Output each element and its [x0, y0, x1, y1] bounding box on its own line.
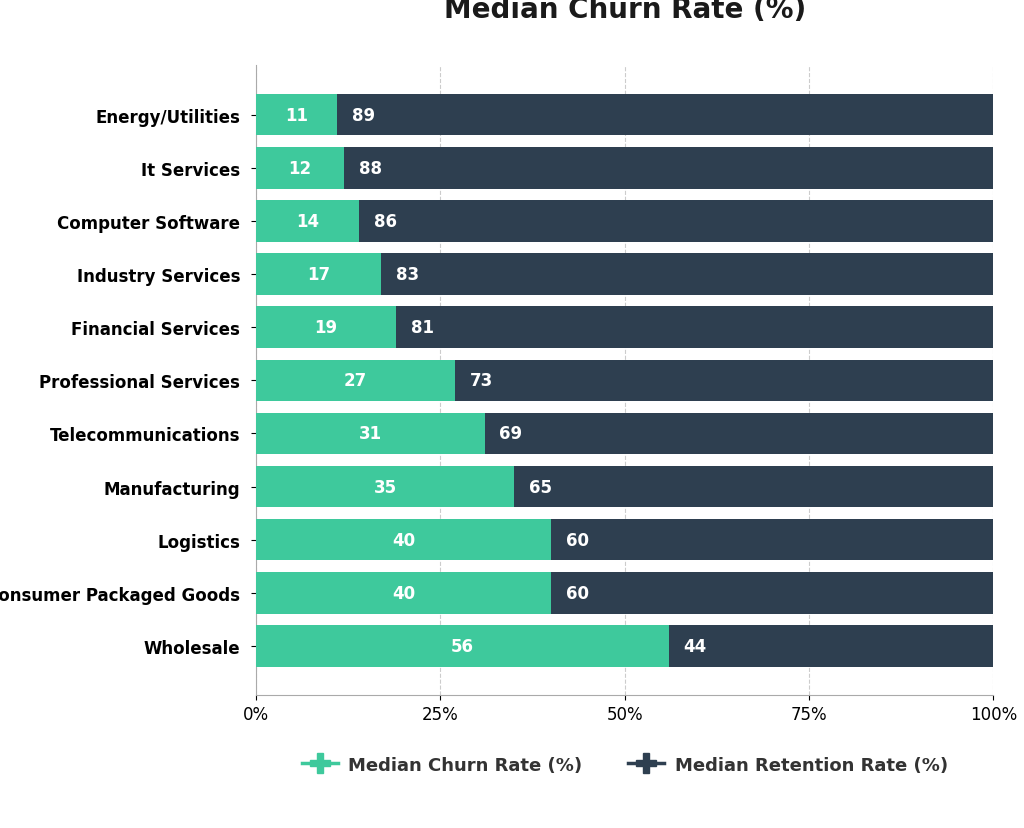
- Text: 40: 40: [392, 585, 415, 602]
- Text: 81: 81: [411, 319, 434, 337]
- Text: 89: 89: [352, 107, 375, 124]
- Bar: [396, 307, 993, 349]
- Bar: [256, 95, 337, 137]
- Text: 69: 69: [500, 425, 522, 443]
- Text: 17: 17: [307, 266, 330, 284]
- Bar: [256, 519, 551, 561]
- Bar: [551, 572, 993, 614]
- Bar: [344, 148, 993, 190]
- Text: 19: 19: [314, 319, 338, 337]
- Title: Median Churn Rate (%): Median Churn Rate (%): [443, 0, 806, 24]
- Bar: [359, 201, 993, 243]
- Text: 14: 14: [296, 213, 319, 231]
- Bar: [256, 148, 344, 190]
- Text: 83: 83: [396, 266, 419, 284]
- Bar: [256, 413, 484, 455]
- Bar: [256, 466, 514, 508]
- Text: 60: 60: [565, 585, 589, 602]
- Bar: [256, 307, 396, 349]
- Bar: [551, 519, 993, 561]
- Text: 56: 56: [451, 638, 474, 655]
- Bar: [256, 360, 455, 402]
- Bar: [256, 254, 381, 296]
- Text: 86: 86: [374, 213, 397, 231]
- Text: 35: 35: [374, 478, 396, 496]
- Text: 60: 60: [565, 531, 589, 549]
- Text: 65: 65: [528, 478, 552, 496]
- Bar: [484, 413, 993, 455]
- Bar: [455, 360, 993, 402]
- Text: 40: 40: [392, 531, 415, 549]
- Text: 12: 12: [289, 160, 311, 177]
- Bar: [337, 95, 993, 137]
- Bar: [256, 625, 669, 667]
- Bar: [256, 572, 551, 614]
- Bar: [669, 625, 993, 667]
- Bar: [256, 201, 359, 243]
- Text: 11: 11: [285, 107, 308, 124]
- Legend: Median Churn Rate (%), Median Retention Rate (%): Median Churn Rate (%), Median Retention …: [294, 749, 955, 781]
- Text: 88: 88: [359, 160, 382, 177]
- Bar: [514, 466, 993, 508]
- Text: 73: 73: [470, 372, 494, 390]
- Text: 44: 44: [684, 638, 707, 655]
- Text: 27: 27: [344, 372, 368, 390]
- Bar: [381, 254, 993, 296]
- Text: 31: 31: [358, 425, 382, 443]
